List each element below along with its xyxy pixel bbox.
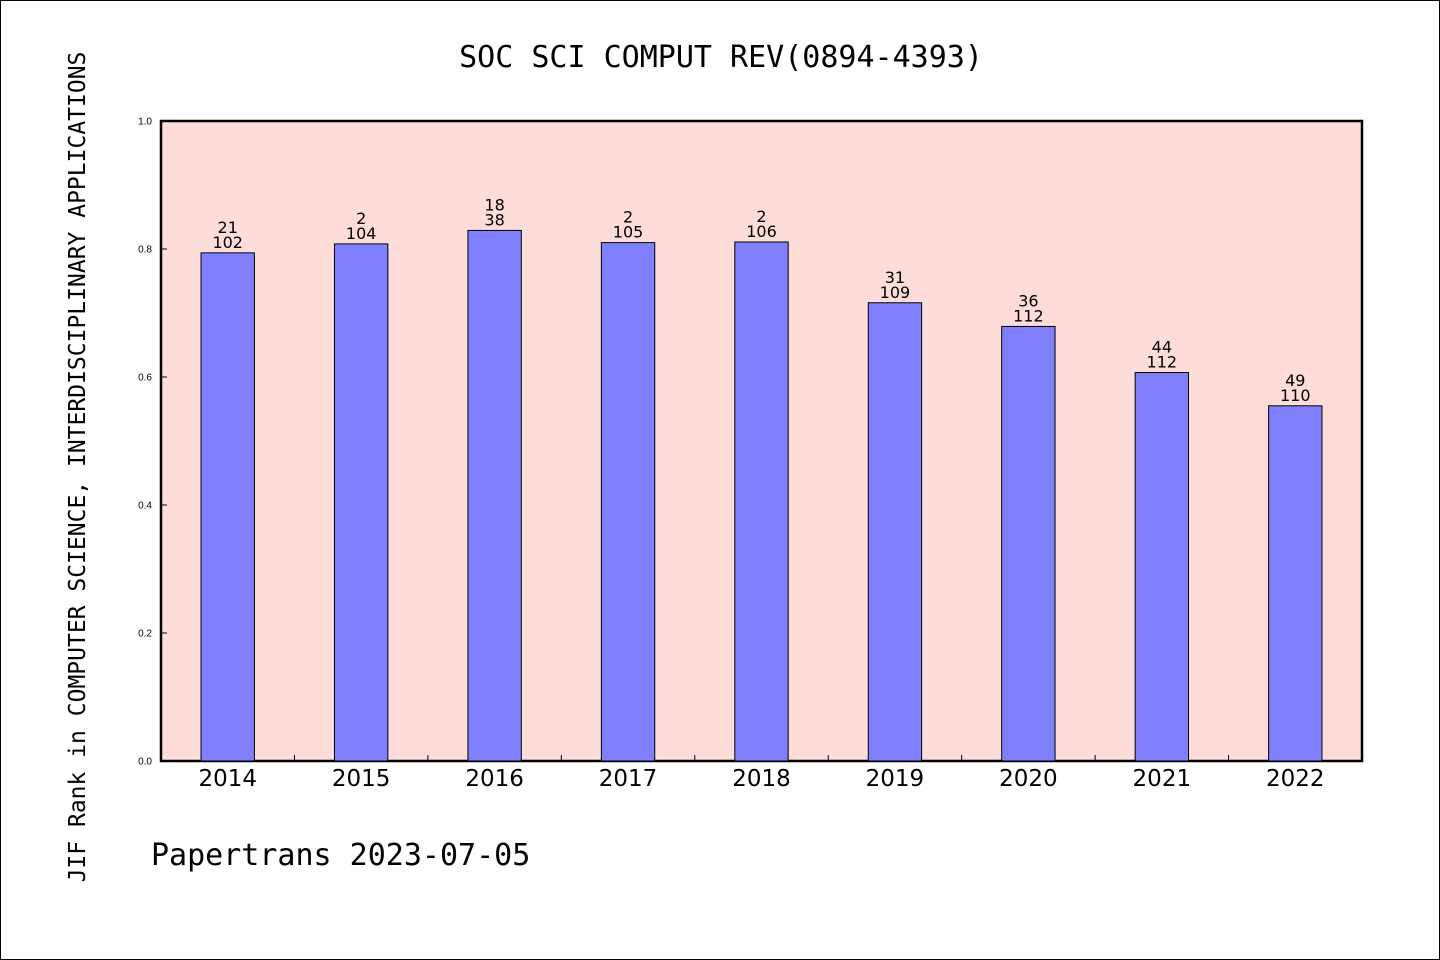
bar-total-label: 109 [880,283,911,302]
bar-total-label: 112 [1013,306,1044,325]
y-tick-label: 0.4 [138,501,152,512]
x-tick-label: 2015 [332,766,391,792]
bar-rank-label: 2 [623,208,633,227]
bar-2018 [734,241,789,762]
bar-total-label: 112 [1147,353,1178,372]
bar-2014 [200,252,255,762]
bar-total-label: 105 [613,223,644,242]
bar-rank-label: 2 [356,209,366,228]
x-tick-label: 2021 [1133,766,1192,792]
y-axis: 0.0 0.2 0.4 0.6 0.8 1.0 [138,117,167,768]
x-tick-label: 2016 [465,766,524,792]
bar-2016 [467,229,522,762]
bar-2021 [1134,372,1190,762]
x-axis: 2014 2015 2016 2017 2018 2019 2020 2021 2022 [198,755,1325,792]
bar-total-label: 102 [212,233,243,252]
bar-2022 [1268,405,1323,762]
bar-2019 [867,302,923,762]
bar-2017 [600,242,656,762]
bar-rank-label: 49 [1285,371,1305,390]
y-tick-label: 0.8 [138,245,152,256]
bar-rank-label: 36 [1018,291,1038,310]
y-tick-label: 0.2 [138,629,152,640]
footer-text: Papertrans 2023-07-05 [151,838,530,873]
y-tick-label: 0.0 [138,757,152,768]
y-tick-label: 1.0 [138,117,152,128]
x-tick-label: 2020 [999,766,1058,792]
x-tick-label: 2018 [732,766,791,792]
bar-rank-label: 44 [1152,338,1172,357]
y-tick-label: 0.6 [138,373,152,384]
y-axis-label: JIF Rank in COMPUTER SCIENCE, INTERDISCI… [65,52,91,883]
x-tick-label: 2017 [599,766,658,792]
bar-rank-label: 31 [885,268,905,287]
bar-total-label: 106 [746,222,777,241]
bar-rank-label: 21 [218,218,238,237]
x-tick-label: 2014 [198,766,257,792]
bar-2015 [333,243,389,762]
x-tick-label: 2022 [1266,766,1325,792]
bar-total-label: 104 [346,224,377,243]
bar-total-label: 38 [484,210,504,229]
bar-rank-label: 18 [484,195,504,214]
chart-title: SOC SCI COMPUT REV(0894-4393) [459,40,983,75]
x-tick-label: 2019 [866,766,925,792]
bar-2020 [1001,325,1056,762]
bar-rank-label: 2 [756,207,766,226]
bar-total-label: 110 [1280,386,1311,405]
